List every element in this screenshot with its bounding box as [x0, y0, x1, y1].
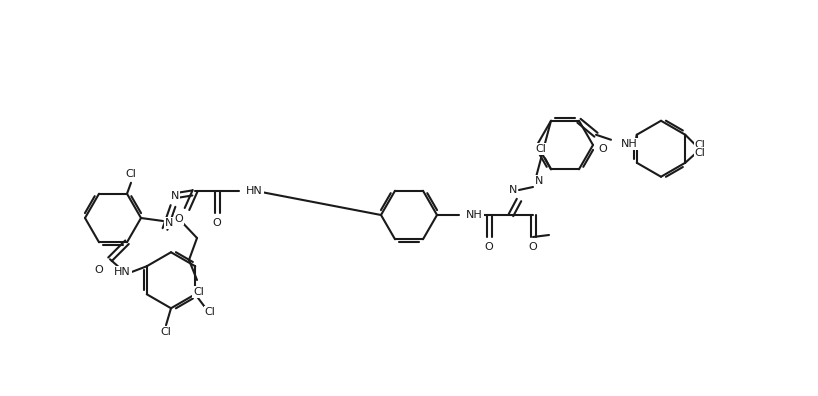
- Text: O: O: [599, 144, 608, 154]
- Text: N: N: [164, 218, 173, 228]
- Text: Cl: Cl: [125, 169, 137, 179]
- Text: N: N: [535, 176, 543, 186]
- Text: HN: HN: [115, 267, 131, 277]
- Text: Cl: Cl: [160, 327, 172, 337]
- Text: Cl: Cl: [536, 144, 546, 154]
- Text: HN: HN: [246, 186, 263, 196]
- Text: Cl: Cl: [204, 307, 216, 317]
- Text: N: N: [171, 191, 179, 201]
- Text: NH: NH: [466, 210, 483, 220]
- Text: O: O: [95, 265, 103, 275]
- Text: NH: NH: [621, 139, 638, 149]
- Text: O: O: [484, 242, 493, 252]
- Text: Cl: Cl: [694, 148, 706, 158]
- Text: Cl: Cl: [694, 140, 706, 150]
- Text: Cl: Cl: [194, 287, 204, 297]
- Text: N: N: [509, 185, 517, 195]
- Text: O: O: [213, 218, 222, 228]
- Text: O: O: [528, 242, 537, 252]
- Text: O: O: [174, 214, 183, 224]
